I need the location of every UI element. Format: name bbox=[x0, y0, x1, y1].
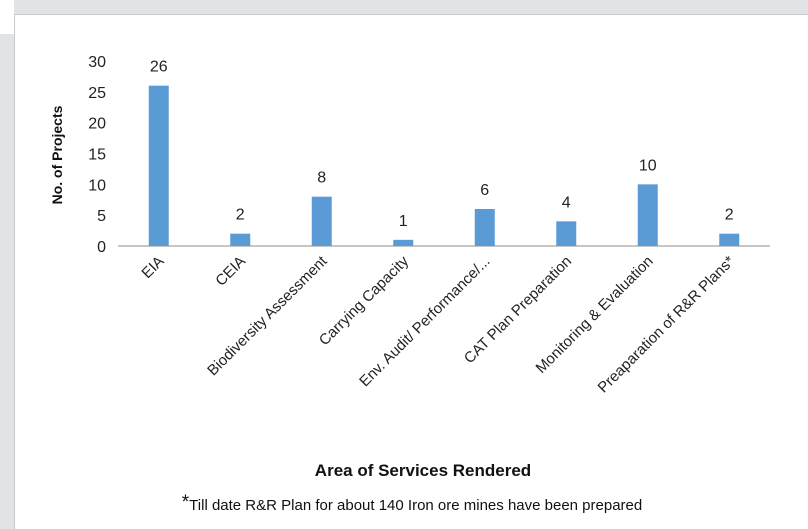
bars bbox=[148, 85, 740, 247]
bar bbox=[637, 184, 658, 246]
data-labels: 26 2 8 1 6 4 10 2 bbox=[150, 59, 734, 230]
y-tick-label: 30 bbox=[88, 54, 106, 71]
data-label: 4 bbox=[562, 194, 571, 211]
bar bbox=[556, 221, 577, 246]
data-label: 1 bbox=[399, 213, 408, 230]
category-label: Carrying Capacity bbox=[316, 252, 413, 349]
data-label: 26 bbox=[150, 59, 168, 76]
footnote: *Till date R&R Plan for about 140 Iron o… bbox=[182, 492, 642, 514]
category-label: Preaparation of R&R Plans* bbox=[595, 253, 739, 397]
bar bbox=[148, 85, 169, 247]
y-tick-label: 5 bbox=[97, 208, 106, 225]
y-tick-label: 15 bbox=[88, 147, 106, 164]
bar bbox=[719, 233, 740, 246]
footnote-marker: * bbox=[182, 492, 190, 513]
bar bbox=[393, 239, 414, 246]
data-label: 2 bbox=[236, 207, 245, 224]
y-tick-label: 20 bbox=[88, 116, 106, 133]
chart-panel bbox=[14, 14, 808, 529]
x-axis-title: Area of Services Rendered bbox=[315, 461, 531, 480]
y-tick-label: 10 bbox=[88, 177, 106, 194]
category-label: CEIA bbox=[212, 253, 249, 290]
category-label: EIA bbox=[138, 253, 167, 282]
category-label: Env. Audit/ Performance/... bbox=[356, 253, 493, 390]
data-label: 2 bbox=[725, 207, 734, 224]
bar bbox=[230, 233, 251, 246]
footnote-text: Till date R&R Plan for about 140 Iron or… bbox=[189, 497, 642, 514]
panel-corner-tab bbox=[0, 0, 14, 34]
data-label: 8 bbox=[317, 170, 326, 187]
data-label: 6 bbox=[480, 182, 489, 199]
y-tick-label: 0 bbox=[97, 239, 106, 256]
y-axis-ticks: 0 5 10 15 20 25 30 bbox=[88, 54, 106, 256]
bar bbox=[311, 196, 332, 246]
data-label: 10 bbox=[639, 157, 657, 174]
y-axis-title: No. of Projects bbox=[49, 105, 65, 204]
y-tick-label: 25 bbox=[88, 85, 106, 102]
bar bbox=[474, 209, 495, 246]
